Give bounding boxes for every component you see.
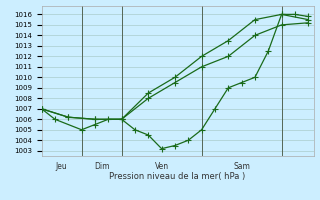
Text: Ven: Ven bbox=[155, 162, 169, 171]
Text: Dim: Dim bbox=[94, 162, 109, 171]
Text: Sam: Sam bbox=[233, 162, 250, 171]
Text: Pression niveau de la mer( hPa ): Pression niveau de la mer( hPa ) bbox=[109, 172, 246, 181]
Text: Jeu: Jeu bbox=[56, 162, 68, 171]
